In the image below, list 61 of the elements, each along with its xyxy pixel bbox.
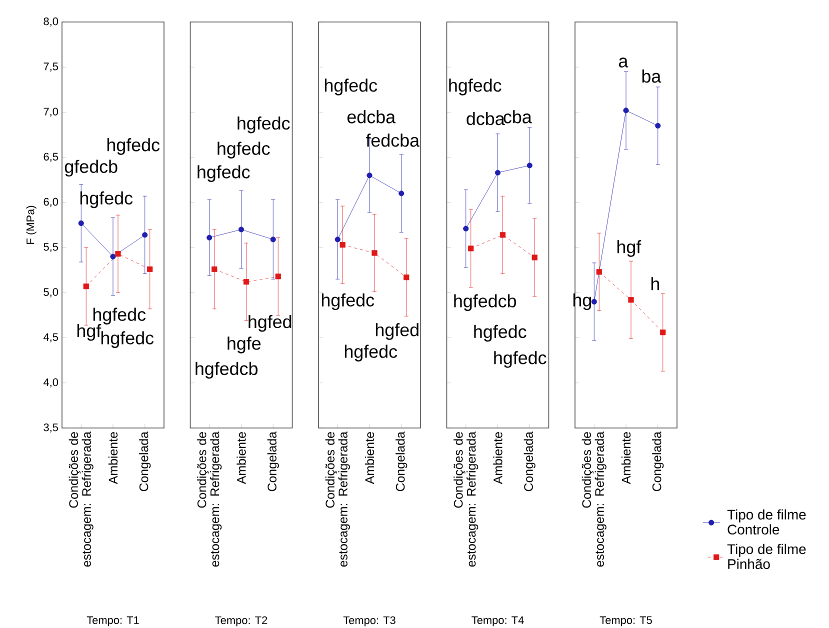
annotation: a [618, 58, 628, 68]
x-tick-label: Condições de estocagem: Refrigerada [454, 432, 478, 567]
y-tick-label: 6,5 [44, 152, 58, 162]
annotation: hgfe [228, 336, 261, 354]
x-tick-label: Congelada [139, 432, 151, 492]
y-tick-label: 4,5 [43, 333, 58, 342]
annotation: hgfedc [344, 344, 398, 362]
annotation: hgfedc [449, 78, 502, 96]
legend-label: Tipo de filme Controle [727, 509, 806, 535]
annotation: hgfed [376, 323, 418, 340]
x-axis-title: Tempo: T1 [86, 616, 139, 626]
annotation: hgfed [248, 314, 292, 332]
annotation: hgfedc [218, 142, 270, 158]
annotation: hgfedc [107, 138, 160, 155]
y-tick-label: 5,0 [44, 288, 58, 298]
annotation: hgfedcb [196, 362, 258, 379]
annotation: hgfedc [198, 165, 250, 182]
x-tick-label: Congelada [524, 432, 536, 492]
annotation: h [651, 277, 660, 290]
x-tick-label: Condições de estocagem: Refrigerada [582, 432, 606, 567]
x-tick-label: Congelada [396, 432, 408, 492]
annotation: ba [642, 70, 662, 83]
y-tick-label: 6,0 [44, 198, 58, 207]
x-tick-label: Condições de estocagem: Refrigerada [197, 432, 222, 567]
y-tick-label: 7,0 [44, 108, 58, 117]
annotation: fedcba [366, 134, 420, 147]
x-axis-title: Tempo: T3 [343, 616, 396, 626]
x-tick-label: Condições de estocagem: Refrigerada [325, 432, 350, 567]
annotation: hgfedc [322, 293, 374, 310]
annotation: hgfedc [93, 308, 146, 324]
annotation: dcba [466, 112, 505, 126]
x-tick-label: Ambiente [236, 432, 246, 484]
annotation: hgfedc [238, 116, 290, 134]
annotation: hgfedcb [454, 294, 516, 311]
annotation: hgf [617, 240, 642, 257]
annotation: hgfedc [101, 331, 154, 348]
annotation: hgfedc [494, 351, 546, 368]
y-axis-title: F (MPa) [26, 206, 36, 244]
annotation: gfedcb [64, 160, 118, 177]
y-tick-label: 8,0 [44, 17, 58, 27]
x-tick-label: Ambiente [364, 432, 374, 484]
annotation: hgfedc [474, 324, 526, 342]
x-axis-title: Tempo: T2 [215, 616, 268, 626]
x-tick-label: Ambiente [493, 432, 502, 484]
x-tick-label: Ambiente [108, 432, 118, 484]
x-tick-label: Congelada [652, 432, 664, 492]
annotation: hgfedc [80, 191, 133, 208]
annotation: hgfedc [324, 78, 378, 96]
y-tick-label: 4,0 [43, 378, 58, 388]
x-tick-label: Ambiente [621, 432, 631, 484]
y-tick-label: 3,5 [44, 423, 58, 433]
annotation: edcba [347, 110, 396, 124]
x-axis-title: Tempo: T5 [600, 616, 652, 626]
y-tick-label: 5,5 [44, 243, 58, 252]
x-tick-label: Condições de estocagem: Refrigerada [68, 432, 94, 567]
x-tick-label: Congelada [267, 432, 279, 492]
x-axis-title: Tempo: T4 [472, 616, 524, 626]
annotation: cba [504, 110, 532, 124]
annotation: hgf [77, 324, 102, 341]
legend-label: Tipo de filme Pinhão [727, 544, 806, 570]
y-tick-label: 7,5 [44, 62, 58, 72]
